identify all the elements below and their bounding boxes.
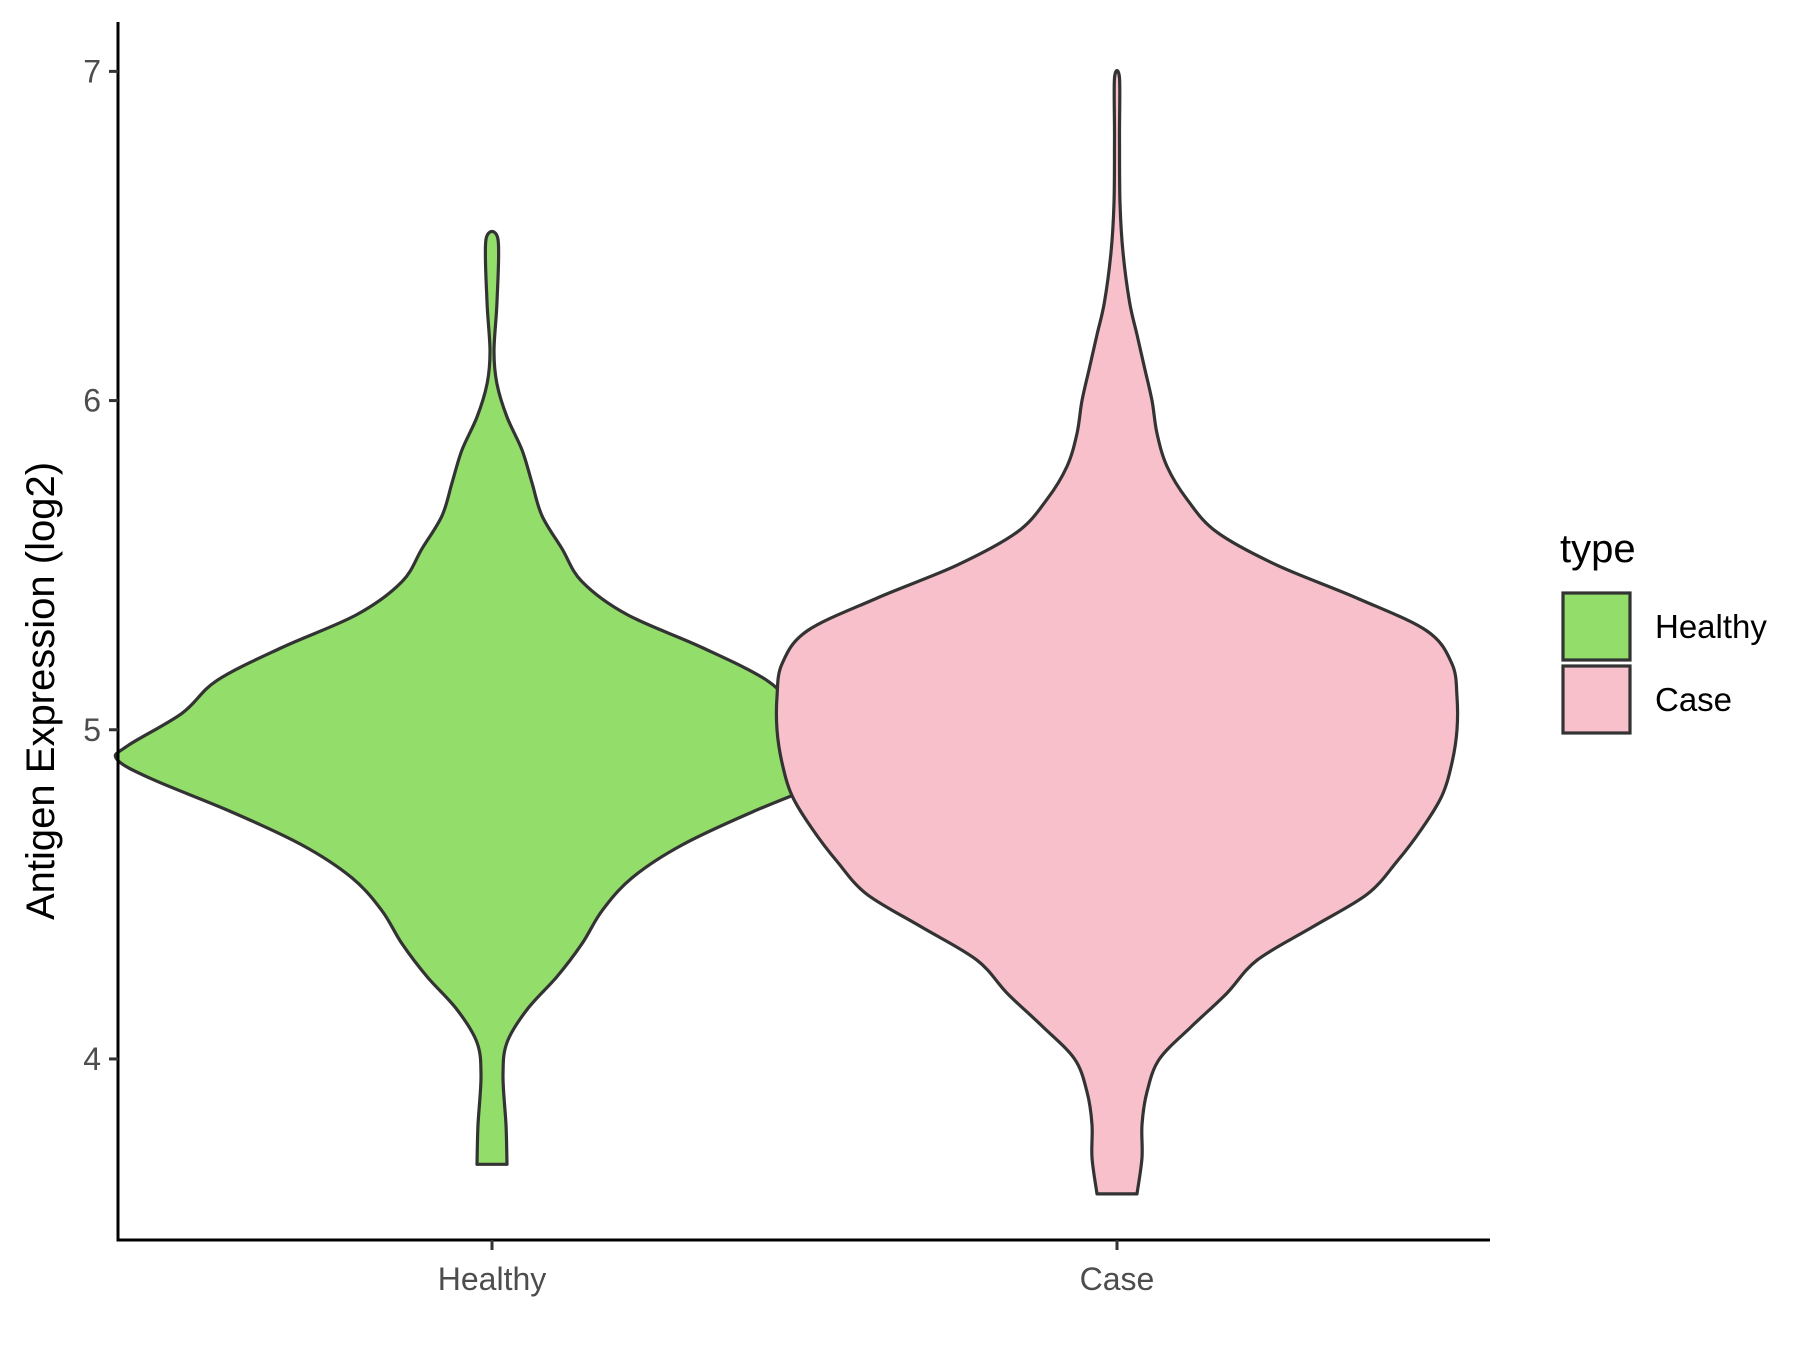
- x-tick-label-healthy: Healthy: [438, 1261, 547, 1297]
- y-tick-label-5: 5: [83, 712, 101, 748]
- x-tick-label-case: Case: [1080, 1261, 1155, 1297]
- violin-healthy: [113, 229, 871, 1166]
- legend: type Healthy Case: [1560, 527, 1767, 735]
- ticks-layer: 4 5 6 7 Healthy Case: [83, 53, 1154, 1297]
- legend-items: Healthy Case: [1561, 591, 1767, 735]
- y-tick-label-7: 7: [83, 53, 101, 89]
- legend-label-case: Case: [1655, 681, 1732, 718]
- legend-label-healthy: Healthy: [1655, 608, 1767, 645]
- violin-case: [774, 68, 1460, 1196]
- y-tick-label-4: 4: [83, 1041, 101, 1077]
- y-tick-label-6: 6: [83, 383, 101, 419]
- y-axis-title: Antigen Expression (log2): [19, 462, 63, 920]
- axes-layer: [116, 22, 1490, 1242]
- legend-title: type: [1560, 527, 1636, 571]
- legend-swatch-case: [1561, 664, 1632, 735]
- legend-swatch-healthy: [1561, 591, 1632, 662]
- violins-layer: [113, 68, 1460, 1196]
